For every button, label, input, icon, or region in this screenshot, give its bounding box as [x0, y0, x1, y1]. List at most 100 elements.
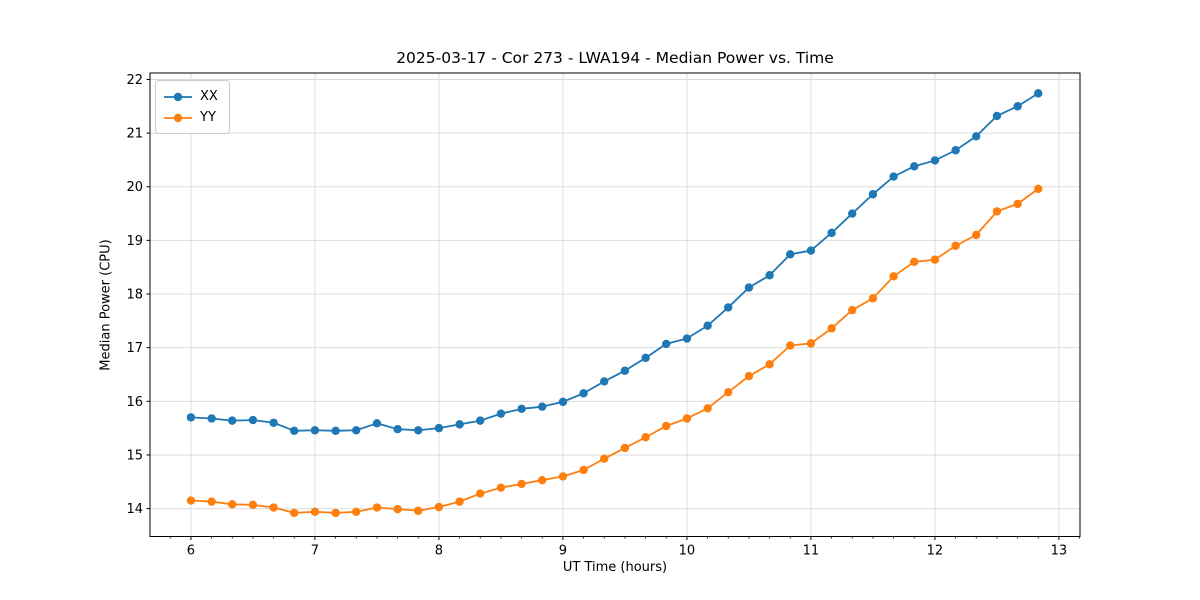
- x-tick-label: 9: [559, 544, 567, 559]
- legend-entry-xx: XX: [163, 86, 218, 107]
- y-tick-label: 16: [126, 395, 143, 410]
- series-yy-point: [434, 502, 444, 512]
- legend-entry-yy: YY: [163, 107, 218, 128]
- series-xx-point: [476, 416, 485, 425]
- series-yy-point: [331, 508, 340, 518]
- plot-background: [150, 73, 1080, 537]
- series-xx-point: [352, 426, 361, 435]
- series-xx-point: [827, 228, 836, 238]
- x-tick-label: 12: [927, 544, 944, 559]
- series-xx-point: [393, 425, 402, 434]
- series-xx-point: [517, 404, 526, 414]
- series-xx-point: [434, 423, 444, 433]
- series-yy-point: [744, 371, 754, 381]
- y-tick-label: 19: [126, 234, 143, 249]
- series-yy-point: [538, 475, 547, 485]
- series-yy-point: [620, 443, 630, 453]
- y-tick-label: 21: [126, 127, 143, 142]
- series-xx-point: [600, 377, 609, 386]
- series-yy-point: [248, 500, 258, 510]
- series-yy-point: [476, 489, 485, 498]
- legend: XX YY: [155, 80, 230, 134]
- series-yy-point: [662, 421, 671, 431]
- legend-sample-yy: [164, 113, 192, 122]
- series-yy-point: [372, 503, 382, 512]
- axes-spines: [149, 72, 1081, 537]
- series-yy-point: [1013, 199, 1022, 209]
- series-yy-point: [352, 507, 361, 517]
- series-xx-point: [496, 409, 506, 418]
- series-yy-point: [207, 497, 216, 506]
- series-yy-point: [868, 294, 878, 303]
- series-xx-point: [641, 353, 650, 363]
- series-xx-point: [703, 321, 712, 330]
- series-xx-point: [744, 283, 754, 292]
- series-xx-point: [930, 156, 940, 165]
- series-yy-point: [682, 414, 692, 423]
- series-yy-point: [992, 207, 1002, 216]
- series-yy-point: [496, 483, 506, 492]
- series-yy-point: [889, 272, 898, 281]
- series-xx-point: [372, 419, 382, 428]
- x-tick-label: 7: [311, 544, 319, 559]
- series-yy-point: [269, 503, 278, 512]
- x-tick-label: 8: [435, 544, 443, 559]
- y-tick-label: 20: [126, 180, 143, 195]
- series-yy-point: [972, 230, 981, 240]
- series-yy-point: [827, 324, 836, 333]
- series-xx-point: [248, 415, 258, 425]
- series-yy-point: [910, 257, 919, 267]
- x-tick-label: 10: [679, 544, 696, 559]
- series-xx-point: [868, 190, 878, 199]
- series-xx-point: [186, 413, 196, 422]
- series-yy-point: [455, 497, 464, 506]
- x-tick-label: 11: [803, 544, 820, 559]
- series-yy-point: [600, 454, 609, 463]
- series-yy-point: [786, 341, 795, 350]
- series-xx-point: [806, 246, 816, 255]
- series-yy-point: [641, 433, 650, 442]
- series-xx-point: [558, 397, 568, 407]
- series-xx-point: [1034, 89, 1043, 98]
- series-xx-point: [786, 250, 795, 259]
- series-yy-point: [517, 479, 526, 489]
- y-axis-label: Median Power (CPU): [98, 239, 114, 371]
- series-xx-point: [972, 132, 981, 141]
- series-xx-point: [951, 146, 960, 155]
- legend-sample-xx: [164, 92, 192, 101]
- series-yy-point: [414, 506, 423, 515]
- series-xx-point: [724, 303, 733, 312]
- series-xx-point: [414, 426, 423, 435]
- series-yy-point: [806, 339, 816, 348]
- series-xx-point: [910, 162, 919, 171]
- y-tick-label: 14: [126, 502, 143, 517]
- x-tick-label: 13: [1051, 544, 1068, 559]
- series-xx-point: [228, 416, 237, 425]
- series-yy-point: [228, 500, 237, 509]
- series-yy-point: [579, 465, 588, 475]
- series-yy-point: [765, 360, 774, 369]
- series-yy-point: [290, 508, 299, 518]
- series-yy-point: [848, 305, 857, 315]
- series-xx-point: [682, 334, 692, 343]
- series-yy-point: [186, 496, 196, 505]
- series-xx-point: [455, 420, 464, 429]
- series-xx-point: [662, 339, 671, 349]
- series-yy-point: [951, 241, 960, 250]
- series-xx-point: [310, 426, 320, 435]
- series-xx-point: [331, 426, 340, 436]
- series-yy-point: [724, 387, 733, 397]
- series-xx-point: [889, 172, 898, 181]
- series-xx-point: [848, 209, 857, 218]
- series-xx-point: [765, 271, 774, 280]
- y-tick-label: 22: [126, 73, 143, 88]
- x-tick-label: 6: [187, 544, 195, 559]
- series-xx-point: [207, 414, 216, 423]
- y-tick-label: 15: [126, 448, 143, 463]
- series-xx-point: [620, 366, 630, 375]
- series-xx-point: [269, 418, 278, 427]
- x-axis-label: UT Time (hours): [562, 560, 668, 575]
- y-tick-label: 17: [126, 341, 143, 356]
